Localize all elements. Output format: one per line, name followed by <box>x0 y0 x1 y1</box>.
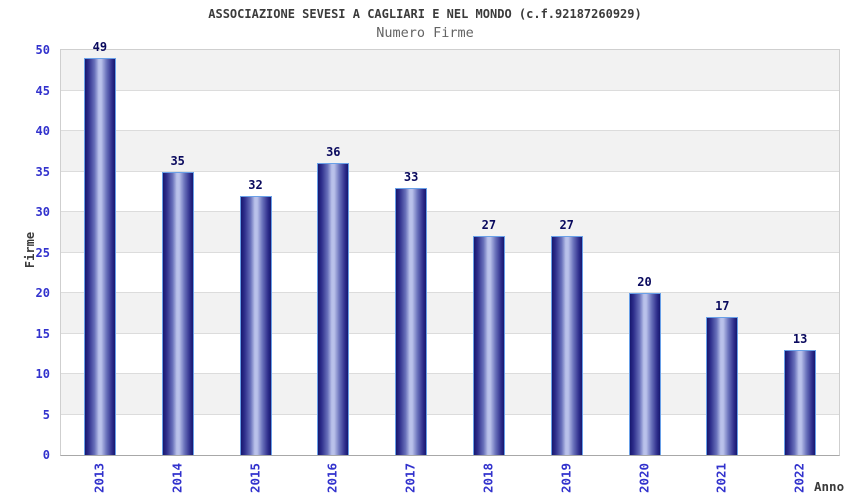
y-tick-label: 25 <box>35 245 50 260</box>
y-tick-label: 5 <box>42 407 50 422</box>
y-tick-label: 50 <box>35 43 50 57</box>
x-axis-labels: 2013 2014 2015 2016 2017 2018 2019 2020 2021 2022 <box>60 456 840 500</box>
bar <box>472 236 505 455</box>
background-band <box>61 50 839 91</box>
background-band <box>61 91 839 132</box>
chart-title: ASSOCIAZIONE SEVESI A CAGLIARI E NEL MON… <box>208 7 642 21</box>
bar-value-label: 35 <box>170 153 185 168</box>
chart-subtitle: Numero Firme <box>376 25 474 41</box>
x-tick-label: 2016 <box>324 462 340 494</box>
x-tick-label: 2022 <box>791 462 807 494</box>
gridline <box>61 292 839 293</box>
bar <box>550 236 583 455</box>
x-tick-label: 2021 <box>713 462 729 494</box>
x-tick-label: 2015 <box>247 462 262 494</box>
bar-value-label: 13 <box>792 331 808 346</box>
bar-value-label: 27 <box>481 218 497 233</box>
x-axis-title: Anno <box>814 479 845 494</box>
bar <box>784 349 817 455</box>
x-tick-label: 2014 <box>169 462 185 494</box>
bar <box>161 171 194 455</box>
x-tick-label: 2020 <box>636 462 651 494</box>
bar <box>395 187 428 455</box>
x-tick-label: 2019 <box>558 462 574 494</box>
y-axis-labels: 0 5 10 15 20 25 30 35 40 45 50 <box>0 43 50 462</box>
bar-value-label: 36 <box>326 145 341 160</box>
gridline <box>61 170 839 172</box>
bar-value-label: 20 <box>637 275 652 289</box>
gridline <box>61 251 839 253</box>
y-tick-label: 20 <box>35 286 50 300</box>
y-tick-label: 45 <box>35 83 50 98</box>
bar-value-label: 27 <box>559 218 574 233</box>
y-tick-label: 40 <box>35 124 50 138</box>
y-tick-label: 15 <box>35 326 50 341</box>
y-tick-label: 10 <box>35 367 50 381</box>
bar <box>706 317 739 455</box>
gridline <box>61 130 839 131</box>
bar-value-label: 17 <box>715 299 730 314</box>
gridline <box>61 373 839 374</box>
gridline <box>61 332 839 334</box>
gridline <box>61 211 839 212</box>
y-tick-label: 35 <box>35 164 50 179</box>
x-tick-label: 2013 <box>91 462 107 494</box>
bar-value-label: 49 <box>92 40 108 55</box>
background-band <box>61 131 839 172</box>
bar <box>239 195 272 455</box>
bar-value-label: 33 <box>403 169 419 184</box>
bar <box>83 58 116 455</box>
gridline <box>61 413 839 415</box>
y-tick-label: 30 <box>35 205 50 219</box>
y-tick-label: 0 <box>42 448 50 462</box>
bar-value-label: 32 <box>248 177 263 192</box>
plot-area: 49 35 32 36 33 27 27 20 17 13 <box>60 41 840 456</box>
bar <box>628 293 661 455</box>
x-tick-label: 2017 <box>402 462 418 494</box>
x-tick-label: 2018 <box>480 462 496 494</box>
gridline <box>61 89 839 91</box>
bar <box>317 163 350 455</box>
